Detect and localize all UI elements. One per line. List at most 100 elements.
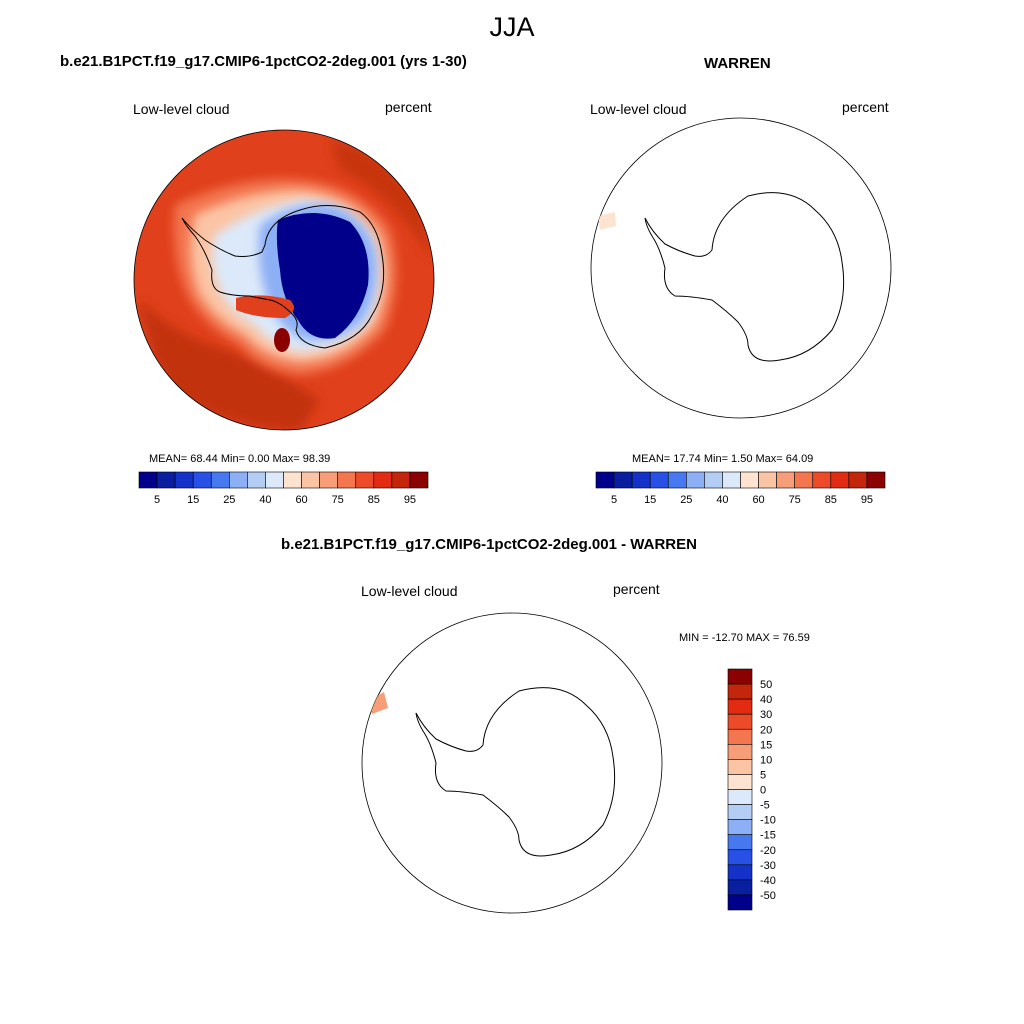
model-colorbar-box [192, 471, 212, 489]
obs-colorbar-box [686, 471, 705, 489]
diff-colorbar-tick-label: -40 [760, 875, 776, 887]
model-ice-core [276, 212, 369, 339]
main-title: JJA [489, 12, 535, 42]
model-panel-title: b.e21.B1PCT.f19_g17.CMIP6-1pctCO2-2deg.0… [60, 53, 467, 70]
model-colorbar-box [373, 471, 393, 489]
diff-map [361, 612, 663, 914]
obs-antarctica-coastline [644, 192, 845, 362]
obs-data-patch [598, 212, 616, 230]
obs-colorbar-box [740, 471, 759, 489]
obs-colorbar-box [667, 471, 687, 489]
diff-colorbar-box [727, 864, 753, 881]
diff-colorbar-box [727, 683, 753, 700]
model-colorbar-tick-label: 25 [223, 494, 235, 506]
model-dark-region-north [330, 140, 430, 260]
model-colorbar: 5 15 25 40 60 75 85 95 [138, 471, 429, 506]
model-map [133, 129, 435, 431]
obs-colorbar: 5 15 25 40 60 75 85 95 [595, 471, 886, 506]
obs-colorbar-box [722, 471, 741, 489]
model-colorbar-box [156, 471, 176, 489]
diff-stats: MIN = -12.70 MAX = 76.59 [679, 632, 810, 644]
diff-colorbar-box [727, 744, 753, 760]
obs-colorbar-tick-label: 75 [789, 494, 801, 506]
diff-panel-title: b.e21.B1PCT.f19_g17.CMIP6-1pctCO2-2deg.0… [281, 536, 697, 553]
model-colorbar-box [247, 471, 266, 489]
obs-colorbar-tick-label: 85 [825, 494, 837, 506]
obs-colorbar-box [595, 471, 615, 489]
obs-colorbar-box [704, 471, 723, 489]
diff-colorbar-tick-label: -10 [760, 815, 776, 827]
diff-colorbar-box [727, 668, 753, 685]
obs-map [590, 117, 892, 419]
model-colorbar-tick-label: 75 [332, 494, 344, 506]
obs-colorbar-box [613, 471, 633, 489]
obs-panel-title: WARREN [704, 55, 771, 72]
diff-colorbar-box [727, 879, 753, 896]
obs-colorbar-box [848, 471, 868, 489]
diff-colorbar-tick-label: 20 [760, 724, 772, 736]
model-field-label: Low-level cloud [133, 101, 230, 117]
obs-units-label: percent [842, 99, 889, 115]
diff-colorbar-tick-label: 5 [760, 769, 766, 781]
model-colorbar-box [391, 471, 411, 489]
model-map-border [133, 129, 435, 431]
diff-colorbar-box [727, 759, 753, 775]
obs-stats: MEAN= 17.74 Min= 1.50 Max= 64.09 [632, 453, 814, 465]
model-colorbar-box [138, 471, 158, 489]
obs-colorbar-tick-label: 40 [716, 494, 728, 506]
diff-colorbar-box [727, 819, 753, 835]
obs-colorbar-box [776, 471, 795, 489]
obs-colorbar-tick-label: 60 [752, 494, 764, 506]
obs-colorbar-box [830, 471, 850, 489]
diff-colorbar-tick-label: 15 [760, 739, 772, 751]
diff-antarctica-coastline [415, 687, 616, 857]
obs-colorbar-box [631, 471, 651, 489]
diff-colorbar-tick-label: -5 [760, 800, 770, 812]
model-colorbar-tick-label: 5 [154, 494, 160, 506]
diff-colorbar-box [727, 713, 753, 730]
obs-colorbar-tick-label: 5 [611, 494, 617, 506]
model-colorbar-box [210, 471, 230, 489]
model-colorbar-tick-label: 85 [368, 494, 380, 506]
model-colorbar-box [337, 471, 357, 489]
obs-colorbar-tick-label: 15 [644, 494, 656, 506]
diff-colorbar-box [727, 804, 753, 820]
diff-colorbar-box [727, 728, 753, 745]
diff-colorbar-tick-label: 40 [760, 694, 772, 706]
obs-colorbar-box [866, 471, 886, 489]
model-colorbar-tick-label: 15 [187, 494, 199, 506]
model-units-label: percent [385, 99, 432, 115]
diff-colorbar-box [727, 774, 753, 790]
model-colorbar-box [283, 471, 302, 489]
model-colorbar-box [174, 471, 194, 489]
diff-colorbar-tick-label: -15 [760, 830, 776, 842]
obs-colorbar-box [649, 471, 669, 489]
diff-field-label: Low-level cloud [361, 583, 458, 599]
diff-colorbar-tick-label: -20 [760, 845, 776, 857]
obs-colorbar-box [812, 471, 832, 489]
diff-colorbar-box [727, 894, 753, 911]
diff-units-label: percent [613, 581, 660, 597]
model-colorbar-tick-label: 60 [295, 494, 307, 506]
model-colorbar-box [319, 471, 338, 489]
model-max-spot [274, 328, 290, 352]
obs-colorbar-tick-label: 95 [861, 494, 873, 506]
diff-colorbar-tick-label: 30 [760, 709, 772, 721]
model-stats: MEAN= 68.44 Min= 0.00 Max= 98.39 [149, 453, 331, 465]
obs-field-label: Low-level cloud [590, 101, 687, 117]
diff-colorbar-tick-label: -50 [760, 890, 776, 902]
diff-colorbar-box [727, 834, 753, 851]
model-colorbar-box [229, 471, 248, 489]
diff-colorbar-tick-label: 50 [760, 679, 772, 691]
diff-map-border [361, 612, 663, 914]
diff-colorbar-tick-label: -30 [760, 860, 776, 872]
obs-colorbar-box [758, 471, 777, 489]
model-colorbar-tick-label: 95 [404, 494, 416, 506]
obs-colorbar-box [794, 471, 814, 489]
obs-map-border [590, 117, 892, 419]
model-colorbar-box [409, 471, 429, 489]
diff-colorbar-tick-label: 0 [760, 785, 766, 797]
diff-colorbar-tick-label: 10 [760, 754, 772, 766]
